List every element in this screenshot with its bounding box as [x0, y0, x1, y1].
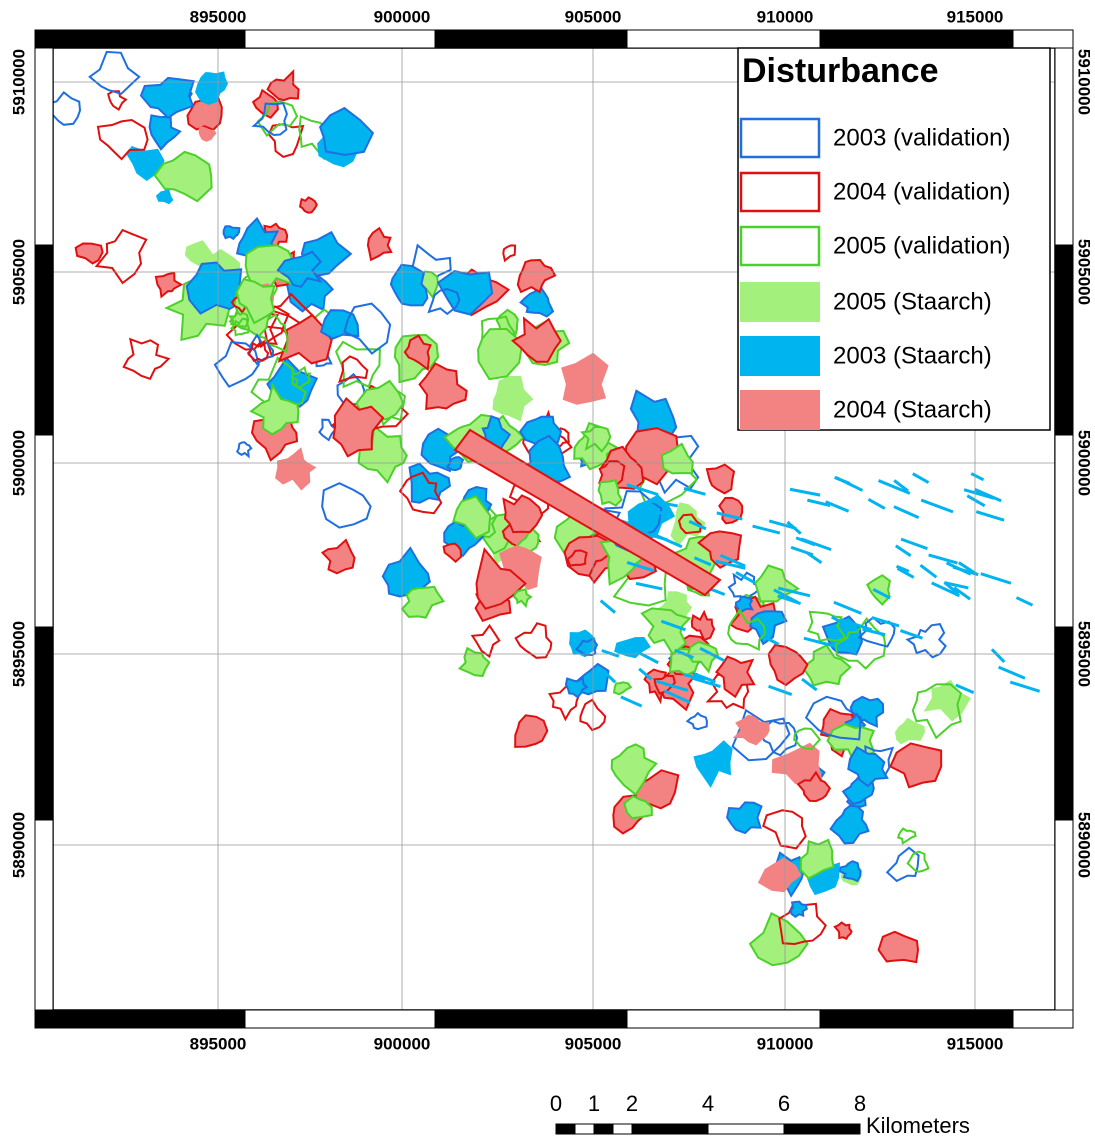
frame-band: [35, 245, 53, 435]
scale-label: 2: [626, 1091, 638, 1116]
scale-segment: [594, 1124, 613, 1134]
scale-unit: Kilometers: [866, 1113, 970, 1138]
northing-label: 5910000: [9, 49, 28, 115]
frame-band: [435, 1010, 627, 1028]
legend: Disturbance 2003 (validation) 2004 (valid…: [738, 48, 1050, 430]
legend-swatch: [740, 336, 820, 376]
legend-label: 2004 (Staarch): [833, 396, 992, 423]
frame-band: [1013, 1010, 1073, 1028]
frame-band: [1055, 48, 1073, 245]
frame-band: [627, 30, 820, 48]
northing-label: 5900000: [1075, 430, 1094, 496]
scale-segment: [784, 1124, 860, 1134]
frame-band: [35, 48, 53, 245]
frame-band: [245, 30, 435, 48]
legend-title: Disturbance: [742, 52, 939, 90]
legend-swatch: [740, 390, 820, 430]
easting-label: 900000: [374, 1034, 431, 1053]
frame-band: [35, 435, 53, 627]
scale-label: 6: [778, 1091, 790, 1116]
frame-band: [1055, 245, 1073, 435]
map-figure: 895000 895000 900000 900000 905000 905000 9100…: [0, 0, 1095, 1139]
easting-label: 910000: [757, 7, 814, 26]
legend-label: 2003 (validation): [833, 124, 1010, 151]
scale-label: 4: [702, 1091, 714, 1116]
frame-band: [1055, 627, 1073, 820]
legend-label: 2005 (Staarch): [833, 288, 992, 315]
frame-band: [820, 1010, 1013, 1028]
northing-label: 5905000: [9, 239, 28, 305]
scale-segment: [632, 1124, 708, 1134]
frame-band: [245, 1010, 435, 1028]
easting-label: 915000: [947, 7, 1004, 26]
northing-label: 5890000: [9, 812, 28, 878]
northing-label: 5905000: [1075, 239, 1094, 305]
frame-band: [35, 30, 245, 48]
northing-label: 5890000: [1075, 812, 1094, 878]
frame-band: [820, 30, 1013, 48]
scale-label: 8: [854, 1091, 866, 1116]
scale-label: 1: [588, 1091, 600, 1116]
frame-band: [1013, 30, 1073, 48]
frame-band: [35, 1010, 245, 1028]
northing-label: 5910000: [1075, 49, 1094, 115]
frame-band: [1055, 435, 1073, 627]
easting-label: 900000: [374, 7, 431, 26]
easting-label: 905000: [565, 7, 622, 26]
frame-band: [35, 820, 53, 1010]
scale-segment: [556, 1124, 575, 1134]
legend-label: 2005 (validation): [833, 232, 1010, 259]
easting-label: 895000: [190, 7, 247, 26]
legend-swatch: [740, 282, 820, 322]
frame-band: [627, 1010, 820, 1028]
frame-band: [435, 30, 627, 48]
easting-label: 905000: [565, 1034, 622, 1053]
frame-band: [35, 627, 53, 820]
frame-band: [1055, 820, 1073, 1010]
easting-label: 915000: [947, 1034, 1004, 1053]
easting-label: 910000: [757, 1034, 814, 1053]
scale-segment: [708, 1124, 784, 1134]
northing-label: 5900000: [9, 430, 28, 496]
legend-label: 2004 (validation): [833, 178, 1010, 205]
scale-label: 0: [550, 1091, 562, 1116]
northing-label: 5895000: [1075, 621, 1094, 687]
scale-segment: [613, 1124, 632, 1134]
northing-label: 5895000: [9, 621, 28, 687]
scale-segment: [575, 1124, 594, 1134]
easting-label: 895000: [190, 1034, 247, 1053]
legend-label: 2003 (Staarch): [833, 342, 992, 369]
